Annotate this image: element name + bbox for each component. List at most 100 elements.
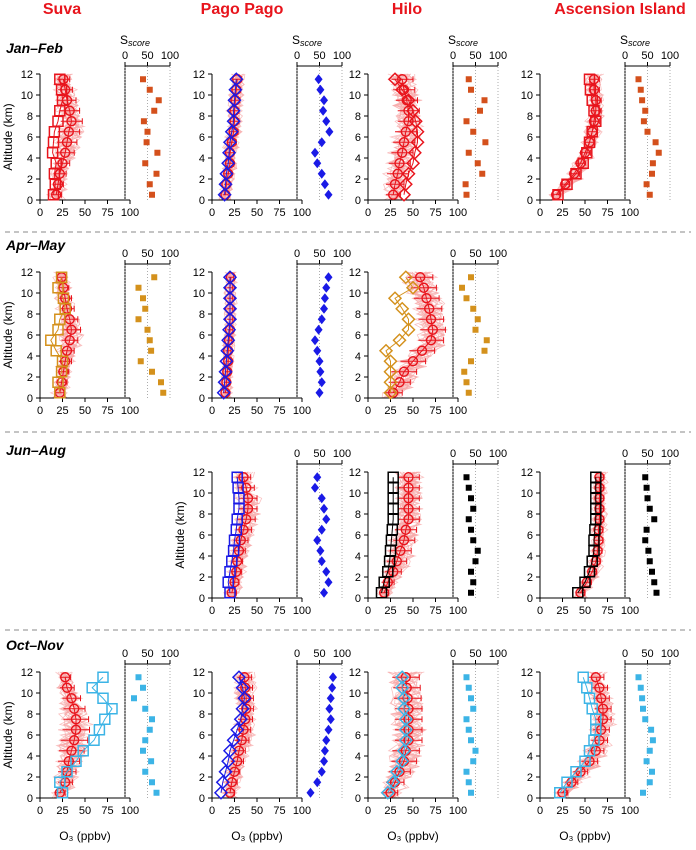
score-point xyxy=(322,116,331,127)
background-profile xyxy=(388,271,444,399)
score-point xyxy=(314,324,323,335)
x-tick-label: 0 xyxy=(537,605,543,617)
x-tick-label: 50 xyxy=(407,605,419,617)
model-point xyxy=(398,722,413,737)
y-tick-label: 4 xyxy=(199,153,205,165)
y-tick-label: 2 xyxy=(199,174,205,186)
score-point xyxy=(324,189,333,200)
y-tick-label: 4 xyxy=(527,751,533,763)
y-tick-label: 2 xyxy=(355,772,361,784)
score-point xyxy=(637,684,644,691)
y-tick-label: 6 xyxy=(355,330,361,342)
score-point xyxy=(481,347,488,354)
model-point xyxy=(219,354,234,369)
score-tick-label: 100 xyxy=(161,648,179,660)
obs-point xyxy=(66,745,77,756)
score-tick-label: 100 xyxy=(489,448,507,460)
panel-r3-c2: 0 25 50 75 100 0 2 4 6 8 10 12 0 50 100 xyxy=(349,648,507,817)
site-headers: Suva Pago Pago Hilo Ascension Island xyxy=(43,1,686,18)
y-tick-label: 2 xyxy=(527,174,533,186)
score-point xyxy=(465,684,472,691)
model-point xyxy=(222,743,238,758)
model-point xyxy=(224,124,239,139)
y-tick-label: 0 xyxy=(199,393,205,405)
y-tick-label: 10 xyxy=(349,90,361,102)
x-tick-label: 0 xyxy=(365,405,371,417)
obs-point xyxy=(59,147,71,158)
model-point xyxy=(221,754,236,769)
score-point xyxy=(320,95,328,106)
x-tick-label: 25 xyxy=(228,405,240,417)
background-profile xyxy=(53,73,83,201)
score-point xyxy=(314,74,323,85)
score-point xyxy=(649,768,655,775)
model-point xyxy=(218,764,233,779)
score-point xyxy=(142,160,149,167)
obs-point xyxy=(597,714,609,725)
model-point xyxy=(227,93,242,108)
y-tick-label: 0 xyxy=(199,593,205,605)
obs-point xyxy=(238,524,249,535)
model-point xyxy=(222,270,238,285)
score-tick-label: 100 xyxy=(489,50,507,62)
score-point xyxy=(649,160,656,167)
score-point xyxy=(637,86,644,93)
model-point xyxy=(398,177,413,192)
score-tick-label: 0 xyxy=(450,50,456,62)
model-point xyxy=(387,72,403,87)
score-point xyxy=(325,703,334,714)
x-tick-label: 100 xyxy=(621,805,639,817)
score-tick-label: 100 xyxy=(333,248,351,260)
x-tick-label: 0 xyxy=(37,405,43,417)
x-tick-label: 75 xyxy=(429,405,441,417)
score-point xyxy=(646,747,653,754)
score-title-sub: score xyxy=(300,38,322,48)
score-tick-label: 50 xyxy=(313,248,325,260)
score-point xyxy=(463,118,470,125)
panel-r3-c3: 0 25 50 75 100 0 2 4 6 8 10 12 0 50 100 xyxy=(521,648,679,817)
x-tick-label: 100 xyxy=(621,605,639,617)
score-point xyxy=(153,789,160,796)
score-point xyxy=(470,758,477,765)
obs-point xyxy=(224,787,236,798)
score-tick-label: 100 xyxy=(661,50,679,62)
x-tick-label: 75 xyxy=(601,805,613,817)
score-point xyxy=(465,149,472,156)
x-tick-label: 25 xyxy=(56,405,68,417)
obs-point xyxy=(394,377,405,388)
obs-point xyxy=(236,735,247,746)
score-tick-label: 100 xyxy=(161,50,179,62)
background-profiles xyxy=(375,471,425,599)
score-point xyxy=(643,484,650,491)
obs-point xyxy=(403,735,414,746)
score-point xyxy=(479,170,486,177)
model-point xyxy=(221,333,236,348)
model-point xyxy=(401,166,416,181)
score-point xyxy=(149,779,155,786)
y-tick-label: 0 xyxy=(199,195,205,207)
model-line xyxy=(385,276,414,393)
y-tick-label: 10 xyxy=(349,688,361,700)
model-point xyxy=(407,145,422,160)
score-point xyxy=(640,789,646,796)
x-tick-label: 100 xyxy=(121,207,139,219)
model-point xyxy=(216,385,231,400)
y-tick-label: 10 xyxy=(21,288,33,300)
y-tick-label: 6 xyxy=(527,132,533,144)
score-point xyxy=(322,566,331,577)
obs-point xyxy=(70,724,82,735)
score-point xyxy=(465,76,472,83)
score-point xyxy=(639,97,646,104)
score-point xyxy=(462,181,469,188)
x-axis-label-2: O₃ (ppbv) xyxy=(387,829,439,843)
score-point xyxy=(468,695,474,702)
score-point xyxy=(639,695,646,702)
score-point xyxy=(313,158,322,169)
model-point xyxy=(583,73,596,85)
y-tick-label: 0 xyxy=(355,393,361,405)
background-profiles xyxy=(553,671,618,799)
score-tick-label: 100 xyxy=(661,648,679,660)
site-header-hilo: Hilo xyxy=(392,1,422,18)
score-title: Sscore xyxy=(620,33,650,48)
score-point xyxy=(648,726,655,733)
